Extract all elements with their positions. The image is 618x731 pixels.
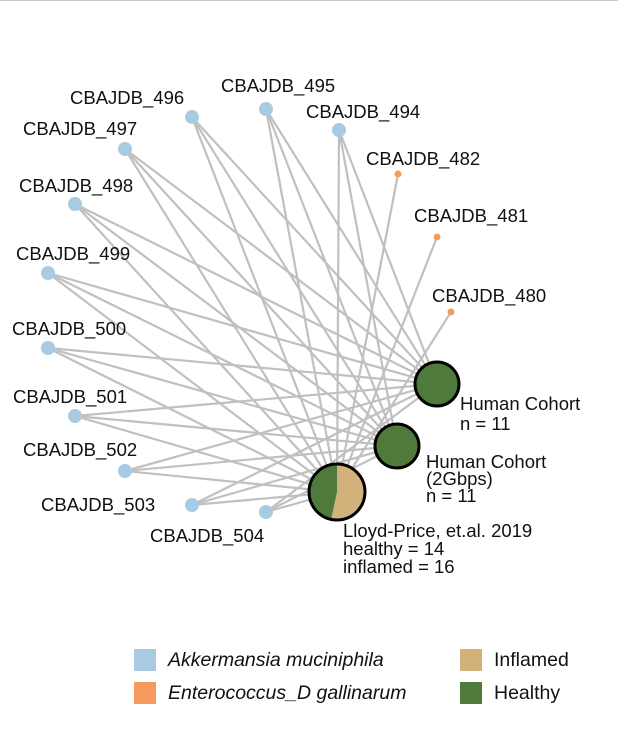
edge-CBAJDB_502-human-cohort-2gbps [124, 444, 398, 473]
cohort-label-line: Human Cohort [460, 393, 580, 414]
edge-CBAJDB_482-lloyd-price [335, 173, 400, 493]
cohort-slice-healthy [309, 464, 337, 520]
genome-nodes [41, 102, 455, 519]
edge-CBAJDB_499-human-cohort [47, 271, 438, 386]
edge-CBAJDB_480-lloyd-price [336, 311, 452, 493]
edge-CBAJDB_500-human-cohort-2gbps [47, 346, 398, 448]
genome-node-CBAJDB_482 [394, 170, 402, 178]
edge-CBAJDB_496-lloyd-price [190, 116, 339, 493]
cohort-outline [307, 462, 367, 522]
edges [47, 108, 452, 514]
edge-CBAJDB_498-lloyd-price [74, 203, 338, 493]
genome-label-CBAJDB_482: CBAJDB_482 [366, 148, 480, 170]
edge-CBAJDB_495-human-cohort [265, 108, 438, 385]
genome-label-CBAJDB_502: CBAJDB_502 [23, 439, 137, 461]
genome-node-CBAJDB_498 [68, 197, 82, 211]
cohort-fill-healthy [415, 362, 459, 406]
edge-CBAJDB_503-human-cohort-2gbps [191, 444, 398, 507]
cohort-label-human-cohort-2gbps: Human Cohort (2Gbps) n = 11 [426, 451, 546, 506]
edge-CBAJDB_503-human-cohort [191, 383, 438, 506]
legend-swatch-enterococcus [134, 682, 156, 704]
legend-label-akkermansia: Akkermansia muciniphila [168, 648, 384, 671]
genome-label-CBAJDB_503: CBAJDB_503 [41, 494, 155, 516]
edge-CBAJDB_494-human-cohort [337, 129, 439, 385]
genome-label-CBAJDB_500: CBAJDB_500 [12, 318, 126, 340]
edge-CBAJDB_495-lloyd-price [264, 108, 339, 493]
genome-node-CBAJDB_499 [41, 266, 55, 280]
cohort-label-line: n = 11 [460, 413, 511, 434]
cohort-outline [373, 422, 421, 470]
cohort-node-human-cohort [413, 360, 461, 408]
edge-CBAJDB_501-human-cohort-2gbps [74, 414, 398, 448]
cohort-label-line: n = 11 [426, 485, 477, 506]
edge-CBAJDB_481-lloyd-price [335, 236, 439, 493]
genome-label-CBAJDB_497: CBAJDB_497 [23, 118, 137, 140]
legend-item-healthy: Healthy [460, 677, 560, 709]
genome-label-CBAJDB_501: CBAJDB_501 [13, 386, 127, 408]
cohort-node-human-cohort-2gbps [373, 422, 421, 470]
cohort-label-line: inflamed = 16 [343, 556, 455, 577]
legend-item-akkermansia: Akkermansia muciniphila [134, 644, 384, 676]
cohort-outline [413, 360, 461, 408]
cohort-label-line: healthy = 14 [343, 538, 444, 559]
genome-node-CBAJDB_481 [433, 233, 441, 241]
genome-label-CBAJDB_498: CBAJDB_498 [19, 175, 133, 197]
edge-CBAJDB_498-human-cohort [74, 203, 438, 385]
edge-CBAJDB_494-human-cohort-2gbps [337, 129, 399, 447]
genome-node-CBAJDB_497 [118, 142, 132, 156]
cohort-label-line: Lloyd-Price, et.al. 2019 [343, 520, 532, 541]
genome-label-CBAJDB_494: CBAJDB_494 [306, 101, 420, 123]
edge-CBAJDB_501-lloyd-price [74, 414, 338, 494]
genome-label-CBAJDB_481: CBAJDB_481 [414, 205, 528, 227]
cohort-nodes [307, 360, 461, 522]
edge-CBAJDB_499-human-cohort-2gbps [47, 272, 398, 447]
edge-CBAJDB_502-human-cohort [124, 382, 438, 473]
cohort-label-line: (2Gbps) [426, 468, 493, 489]
legend: Akkermansia muciniphila Enterococcus_D g… [134, 644, 604, 714]
genome-node-CBAJDB_496 [185, 110, 199, 124]
legend-label-inflamed: Inflamed [494, 648, 569, 671]
network-diagram: CBAJDB_496 CBAJDB_495 CBAJDB_494 CBAJDB_497… [12, 75, 580, 577]
edge-CBAJDB_502-lloyd-price [124, 469, 338, 494]
edge-CBAJDB_497-human-cohort [124, 148, 438, 385]
genome-label-CBAJDB_496: CBAJDB_496 [70, 87, 184, 109]
cohort-slice-inflamed [331, 463, 366, 521]
edge-CBAJDB_494-lloyd-price [335, 129, 341, 493]
cohort-label-lloyd-price: Lloyd-Price, et.al. 2019 healthy = 14 infl… [343, 520, 532, 577]
genome-label-CBAJDB_480: CBAJDB_480 [432, 285, 546, 307]
cohort-label-human-cohort: Human Cohort n = 11 [460, 393, 580, 434]
legend-item-inflamed: Inflamed [460, 644, 569, 676]
legend-label-enterococcus: Enterococcus_D gallinarum [168, 681, 407, 704]
genome-label-CBAJDB_504: CBAJDB_504 [150, 525, 264, 547]
genome-node-CBAJDB_500 [41, 341, 55, 355]
genome-node-CBAJDB_480 [447, 308, 455, 316]
legend-swatch-inflamed [460, 649, 482, 671]
cohort-fill-healthy [375, 424, 419, 468]
top-border [0, 0, 618, 1]
genome-label-CBAJDB_495: CBAJDB_495 [221, 75, 335, 97]
legend-item-enterococcus: Enterococcus_D gallinarum [134, 677, 406, 709]
genome-node-CBAJDB_501 [68, 409, 82, 423]
legend-swatch-healthy [460, 682, 482, 704]
legend-swatch-akkermansia [134, 649, 156, 671]
edge-CBAJDB_500-lloyd-price [47, 347, 338, 493]
genome-label-CBAJDB_499: CBAJDB_499 [16, 243, 130, 265]
genome-node-CBAJDB_502 [118, 464, 132, 478]
edge-CBAJDB_500-human-cohort [47, 346, 438, 386]
genome-node-CBAJDB_495 [259, 102, 273, 116]
edge-CBAJDB_498-human-cohort-2gbps [74, 203, 398, 447]
legend-label-healthy: Healthy [494, 681, 561, 704]
node-labels: CBAJDB_496 CBAJDB_495 CBAJDB_494 CBAJDB_497… [12, 75, 580, 577]
cohort-node-lloyd-price [307, 462, 367, 522]
cohort-label-line: Human Cohort [426, 451, 546, 472]
genome-node-CBAJDB_503 [185, 498, 199, 512]
genome-node-CBAJDB_504 [259, 505, 273, 519]
genome-node-CBAJDB_494 [332, 123, 346, 137]
edge-CBAJDB_504-human-cohort [265, 383, 438, 513]
